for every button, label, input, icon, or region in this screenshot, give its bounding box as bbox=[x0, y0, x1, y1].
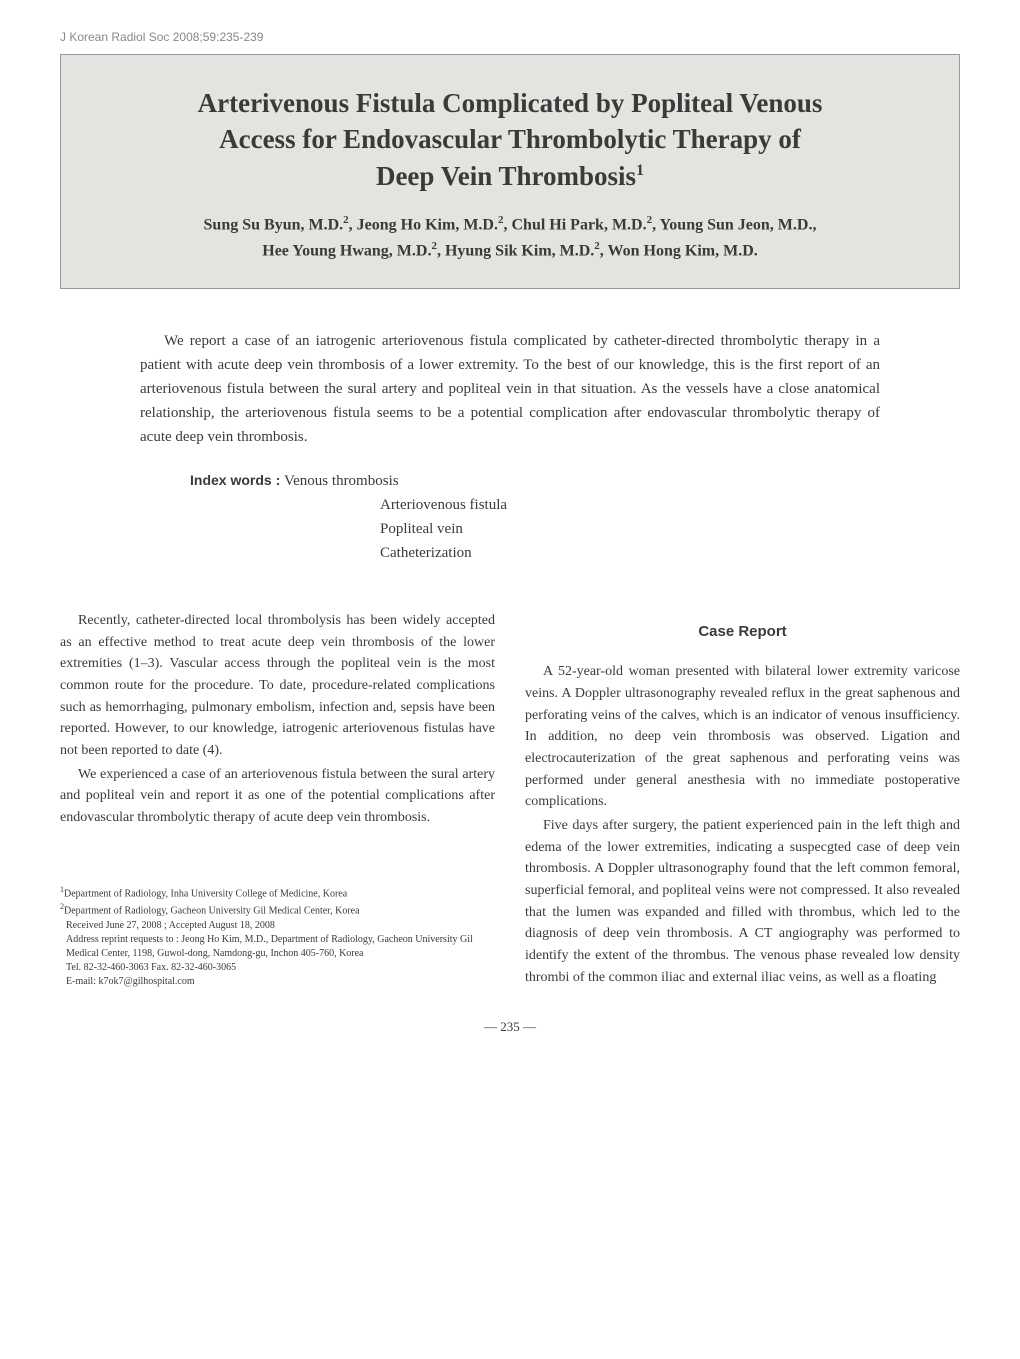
title-sup: 1 bbox=[636, 162, 644, 179]
intro-para2: We experienced a case of an arteriovenou… bbox=[60, 764, 495, 829]
author-text: Hee Young Hwang, M.D. bbox=[262, 242, 431, 259]
affiliation1: Department of Radiology, Inha University… bbox=[64, 888, 347, 899]
title-line1: Arterivenous Fistula Complicated by Popl… bbox=[198, 88, 823, 118]
authors: Sung Su Byun, M.D.2, Jeong Ho Kim, M.D.2… bbox=[101, 212, 919, 263]
contact-email: E-mail: k7ok7@gilhospital.com bbox=[60, 975, 495, 989]
abstract: We report a case of an iatrogenic arteri… bbox=[140, 329, 880, 449]
author-text: , Chul Hi Park, M.D. bbox=[503, 217, 646, 234]
index-word: Venous thrombosis bbox=[284, 469, 507, 493]
right-column: Case Report A 52-year-old woman presente… bbox=[525, 610, 960, 991]
author-text: Sung Su Byun, M.D. bbox=[204, 217, 344, 234]
index-word: Catheterization bbox=[380, 541, 507, 565]
affiliation2: Department of Radiology, Gacheon Univers… bbox=[64, 906, 360, 917]
title-line3: Deep Vein Thrombosis bbox=[376, 161, 636, 191]
journal-ref: J Korean Radiol Soc 2008;59:235-239 bbox=[60, 30, 263, 44]
index-word: Popliteal vein bbox=[380, 517, 507, 541]
article-title: Arterivenous Fistula Complicated by Popl… bbox=[101, 85, 919, 194]
author-text: , Jeong Ho Kim, M.D. bbox=[349, 217, 498, 234]
body-columns: Recently, catheter-directed local thromb… bbox=[60, 610, 960, 991]
page-number: — 235 — bbox=[0, 1019, 1020, 1055]
case-para2: Five days after surgery, the patient exp… bbox=[525, 815, 960, 989]
author-text: , Hyung Sik Kim, M.D. bbox=[437, 242, 594, 259]
contact-tel: Tel. 82-32-460-3063 Fax. 82-32-460-3065 bbox=[60, 961, 495, 975]
case-para1: A 52-year-old woman presented with bilat… bbox=[525, 661, 960, 813]
author-text: , Young Sun Jeon, M.D., bbox=[652, 217, 816, 234]
title-box: Arterivenous Fistula Complicated by Popl… bbox=[60, 54, 960, 289]
footnotes: 1Department of Radiology, Inha Universit… bbox=[60, 884, 495, 989]
section-heading: Case Report bbox=[525, 620, 960, 643]
index-word: Arteriovenous fistula bbox=[380, 493, 507, 517]
intro-para1: Recently, catheter-directed local thromb… bbox=[60, 610, 495, 762]
received-date: Received June 27, 2008 ; Accepted August… bbox=[60, 919, 495, 933]
index-words-label: Index words : bbox=[190, 472, 280, 488]
index-words: Index words : Venous thrombosis Arteriov… bbox=[190, 469, 880, 565]
reprint-address: Address reprint requests to : Jeong Ho K… bbox=[60, 933, 495, 961]
author-text: , Won Hong Kim, M.D. bbox=[600, 242, 758, 259]
left-column: Recently, catheter-directed local thromb… bbox=[60, 610, 495, 991]
journal-header: J Korean Radiol Soc 2008;59:235-239 bbox=[0, 0, 1020, 54]
title-line2: Access for Endovascular Thrombolytic The… bbox=[219, 124, 801, 154]
index-words-list: Venous thrombosis Arteriovenous fistula … bbox=[284, 469, 507, 565]
